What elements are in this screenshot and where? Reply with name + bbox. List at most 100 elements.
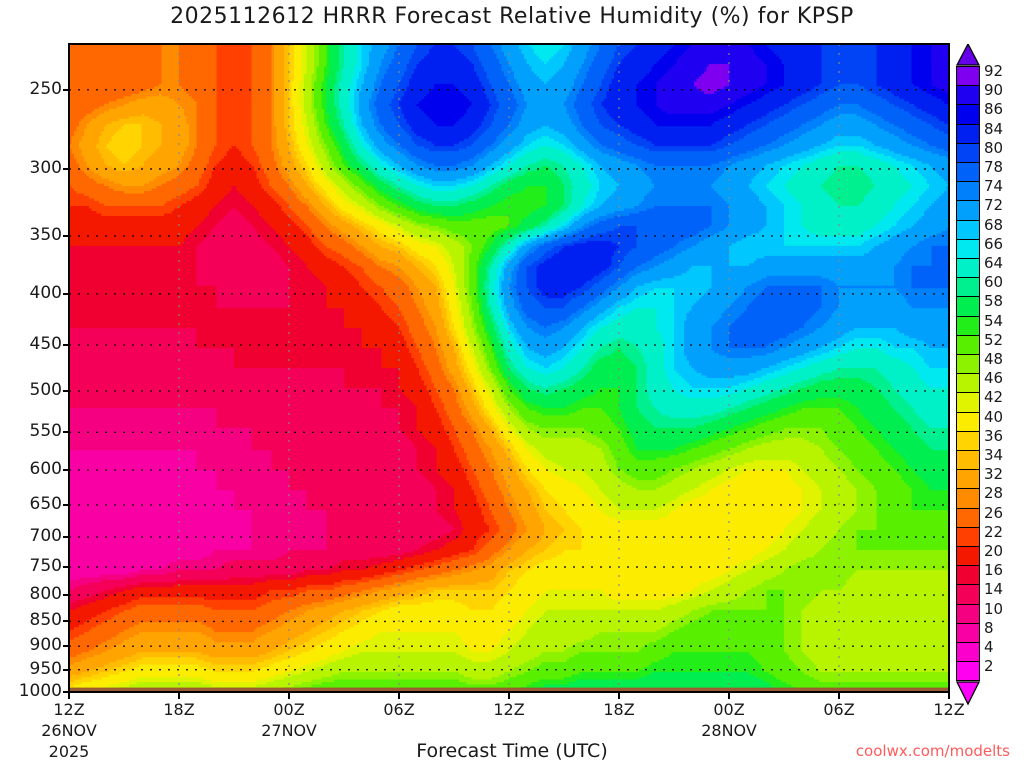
x-axis-tick — [618, 692, 620, 699]
colorbar-swatch — [956, 85, 980, 106]
x-axis-tick — [838, 692, 840, 699]
colorbar-label: 90 — [984, 81, 1004, 100]
x-axis-tick — [728, 692, 730, 699]
x-axis-label-date: 28NOV — [701, 721, 757, 740]
y-axis-label: 650 — [29, 493, 62, 514]
y-axis-tick — [63, 536, 69, 539]
colorbar-swatch — [956, 296, 980, 317]
colorbar-label: 64 — [984, 254, 1004, 272]
y-axis-tick — [63, 620, 69, 623]
colorbar-label: 58 — [984, 292, 1004, 311]
colorbar-swatch — [956, 546, 980, 567]
x-axis-label-time: 06Z — [823, 700, 855, 719]
page-title: 2025112612 HRRR Forecast Relative Humidi… — [170, 4, 854, 29]
colorbar-swatch — [956, 526, 980, 547]
colorbar-label: 22 — [984, 522, 1004, 541]
colorbar-label: 40 — [984, 407, 1004, 426]
colorbar-swatch — [956, 181, 980, 202]
y-axis-tick — [63, 469, 69, 472]
x-axis-tick — [68, 692, 70, 699]
colorbar-label: 72 — [984, 196, 1004, 215]
y-axis-tick — [63, 503, 69, 506]
y-axis-label: 850 — [29, 610, 62, 631]
colorbar-label: 60 — [984, 273, 1004, 292]
x-axis-tick — [508, 692, 510, 699]
colorbar-label: 46 — [984, 369, 1004, 388]
colorbar-label: 4 — [984, 638, 994, 656]
colorbar-label: 54 — [984, 311, 1004, 330]
colorbar-swatch — [956, 411, 980, 432]
colorbar-label: 42 — [984, 388, 1004, 407]
y-axis-label: 750 — [29, 556, 62, 577]
colorbar-label: 66 — [984, 234, 1004, 253]
colorbar-label: 34 — [984, 446, 1004, 464]
relative-humidity-contour-field — [69, 44, 949, 692]
x-axis-label-time: 12Z — [933, 700, 965, 719]
colorbar-swatch — [956, 642, 980, 663]
colorbar-label: 74 — [984, 177, 1004, 196]
colorbar-label: 52 — [984, 330, 1004, 349]
colorbar-swatch — [956, 238, 980, 259]
x-axis-tick — [288, 692, 290, 699]
colorbar-swatch — [956, 507, 980, 528]
colorbar-swatch — [956, 200, 980, 221]
y-axis-tick — [63, 668, 69, 671]
y-axis-label: 250 — [29, 78, 62, 99]
colorbar-swatch — [956, 315, 980, 336]
y-axis-tick — [63, 566, 69, 569]
x-axis-tick — [948, 692, 950, 699]
colorbar-label: 86 — [984, 100, 1004, 119]
colorbar-swatch — [956, 392, 980, 413]
colorbar-label: 16 — [984, 561, 1004, 580]
y-axis-label: 600 — [29, 459, 62, 480]
colorbar-label: 20 — [984, 542, 1004, 560]
x-axis-tick — [398, 692, 400, 699]
colorbar-label: 10 — [984, 599, 1004, 618]
colorbar-label: 14 — [984, 580, 1004, 599]
colorbar-label: 32 — [984, 465, 1004, 484]
colorbar-swatch — [956, 603, 980, 624]
colorbar-swatch — [956, 334, 980, 355]
x-axis-label-year: 2025 — [48, 742, 90, 761]
y-axis-tick — [63, 645, 69, 648]
colorbar-swatch — [956, 123, 980, 144]
y-axis-label: 900 — [29, 635, 62, 656]
y-axis-label: 1000 — [18, 681, 62, 701]
y-axis-tick — [63, 389, 69, 392]
y-axis-label: 950 — [29, 658, 62, 679]
y-axis-label: 400 — [29, 282, 62, 303]
x-axis-label-time: 06Z — [383, 700, 415, 719]
y-axis-label: 300 — [29, 157, 62, 178]
colorbar-label: 78 — [984, 158, 1004, 176]
colorbar-swatch — [956, 565, 980, 586]
x-axis-label-time: 00Z — [273, 700, 305, 719]
colorbar-swatch — [956, 584, 980, 605]
x-axis-label-time: 12Z — [53, 700, 85, 719]
x-axis-label-date: 26NOV — [41, 721, 97, 740]
colorbar-swatch — [956, 373, 980, 394]
x-axis-title: Forecast Time (UTC) — [416, 740, 608, 762]
y-axis-label: 450 — [29, 334, 62, 355]
y-axis-label: 700 — [29, 526, 62, 547]
colorbar-label: 80 — [984, 138, 1004, 157]
colorbar-swatch — [956, 661, 980, 682]
colorbar-swatch — [956, 277, 980, 298]
colorbar-swatch — [956, 430, 980, 451]
colorbar-swatch — [956, 488, 980, 509]
x-axis-label-time: 18Z — [603, 700, 635, 719]
y-axis-tick — [63, 594, 69, 597]
colorbar-swatch — [956, 219, 980, 240]
colorbar-label: 48 — [984, 350, 1004, 368]
colorbar-label: 68 — [984, 215, 1004, 234]
colorbar-swatch — [956, 622, 980, 643]
colorbar-swatch — [956, 162, 980, 183]
y-axis-label: 350 — [29, 224, 62, 245]
y-axis-label: 550 — [29, 421, 62, 442]
colorbar-label: 28 — [984, 484, 1004, 503]
colorbar-over-arrow — [956, 44, 980, 66]
colorbar-label: 8 — [984, 618, 994, 637]
y-axis-tick — [63, 88, 69, 91]
y-axis-tick — [63, 431, 69, 434]
x-axis-tick — [178, 692, 180, 699]
x-axis-label-time: 12Z — [493, 700, 525, 719]
